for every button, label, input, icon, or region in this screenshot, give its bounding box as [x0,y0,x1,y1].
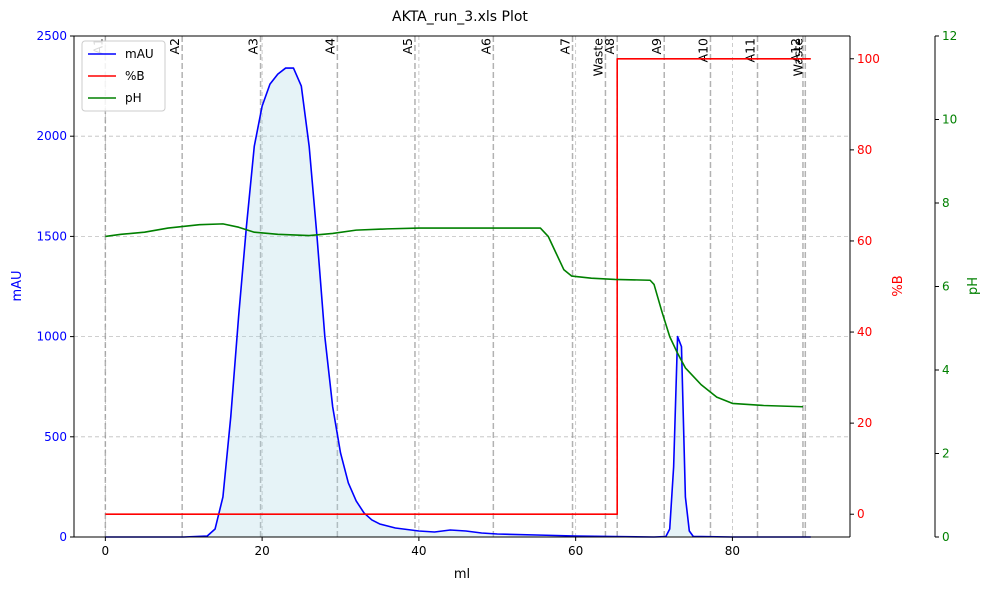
x-axis-label: ml [454,567,470,582]
right-axis-label-percent-b: %B [891,275,906,296]
legend-entry: pH [125,91,142,105]
x-tick-label: 40 [411,544,426,558]
ph-tick-label: 6 [942,280,950,294]
left-axis-label: mAU [10,270,25,301]
percent-b-tick-label: 60 [857,234,872,248]
legend-box [81,40,166,112]
fraction-marker-label: A11 [743,38,758,62]
fraction-marker-label: A10 [695,38,710,63]
fraction-marker-label: A5 [400,38,415,55]
fraction-marker-label: Waste [590,38,605,77]
left-tick-label: 2000 [36,129,67,143]
ph-tick-label: 10 [942,113,957,127]
legend: mAU %B pH [81,40,166,112]
series-line-ph [105,223,803,408]
left-tick-label: 1000 [36,330,67,344]
percent-b-tick-label: 100 [857,52,880,66]
legend-entry: %B [125,69,145,83]
percent-b-tick-label: 80 [857,143,872,157]
percent-b-tick-label: 20 [857,416,872,430]
fraction-marker-label: A3 [246,38,261,55]
percent-b-tick-label: 40 [857,325,872,339]
percent-b-tick-label: 0 [857,507,865,521]
fraction-marker-label: A4 [322,38,337,55]
series-fill-mau [105,68,811,538]
x-tick-label: 20 [254,544,269,558]
legend-entry: mAU [125,47,154,61]
right-axis-label-ph: pH [966,277,981,295]
left-tick-label: 1500 [36,229,67,243]
chart-title: AKTA_run_3.xls Plot [392,9,528,25]
ph-tick-label: 12 [942,29,957,43]
ph-tick-label: 4 [942,363,950,377]
fraction-marker-label: Waste [790,38,805,77]
x-tick-label: 0 [102,544,110,558]
left-tick-label: 2500 [36,29,67,43]
plot-lines [105,57,811,538]
ph-tick-label: 8 [942,196,950,210]
fraction-marker-label: A9 [649,38,664,55]
left-tick-label: 500 [44,430,67,444]
fraction-marker-label: A6 [478,38,493,55]
ph-tick-label: 2 [942,447,950,461]
x-tick-label: 60 [568,544,583,558]
fraction-marker-label: A8 [602,38,617,55]
fraction-marker-label: A2 [167,38,182,55]
ph-tick-label: 0 [942,530,950,544]
series-line-mau [105,67,811,538]
left-tick-label: 0 [59,530,67,544]
fraction-marker-label: A12 [788,38,803,62]
series-line-b [105,57,811,516]
fraction-marker-label: A7 [558,38,573,55]
axes: 0 20 40 60 800500100015002000250002040608010… [36,29,957,558]
x-tick-label: 80 [725,544,740,558]
